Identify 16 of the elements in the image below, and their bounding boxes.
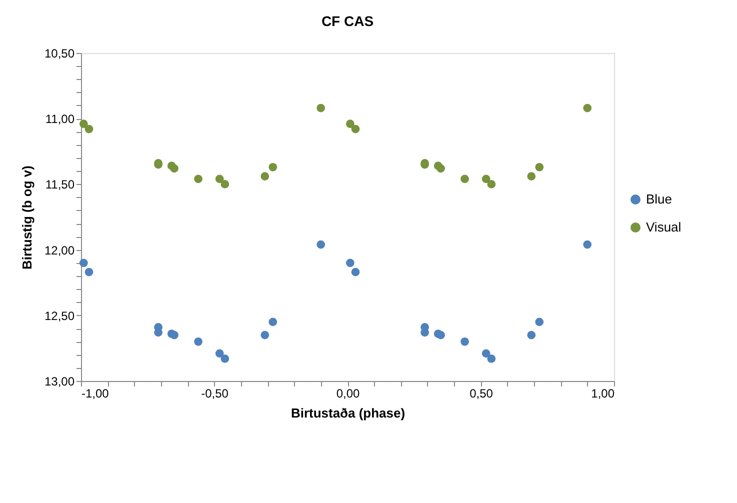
chart-title: CF CAS [321,13,374,29]
x-tick-label: 0,50 [470,386,494,400]
y-tick-label: 10,50 [44,46,75,60]
x-tick-label: 0,00 [336,386,360,400]
legend-label: Blue [646,192,672,206]
x-tick-label: -1,00 [82,386,110,400]
legend-label: Visual [646,220,682,234]
x-tick-label: 1,00 [591,386,615,400]
y-tick-label: 12,50 [44,308,75,323]
y-tick-label: 12,00 [44,243,75,258]
y-tick-label: 11,50 [45,178,75,192]
x-axis-title: Birtustaða (phase) [290,406,406,420]
y-tick-label: 11,00 [45,112,75,126]
y-axis-title: Birtustig (b og v) [19,166,34,270]
x-tick-label: -0,50 [201,386,229,400]
y-tick-label: 13,00 [44,374,75,388]
